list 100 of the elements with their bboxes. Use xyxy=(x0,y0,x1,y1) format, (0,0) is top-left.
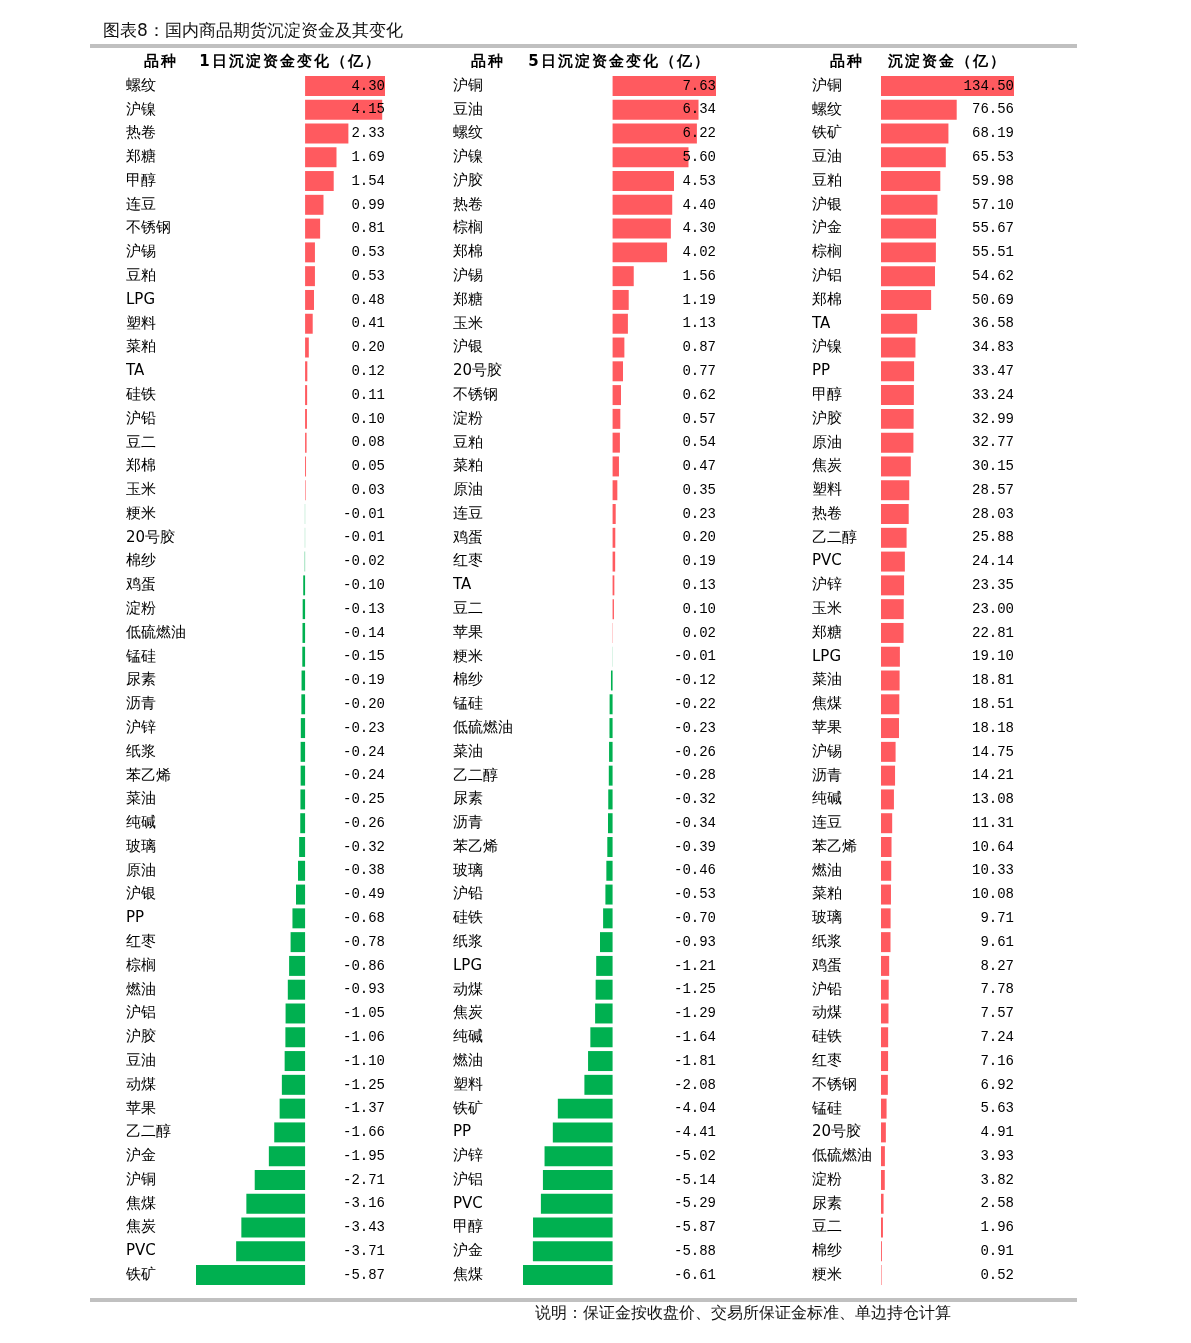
bar xyxy=(254,1169,306,1190)
bar xyxy=(285,1003,306,1024)
data-label: 4.30 xyxy=(682,220,716,237)
data-label: -0.02 xyxy=(342,553,385,570)
data-label: 0.52 xyxy=(980,1266,1014,1283)
data-label: -5.87 xyxy=(673,1219,716,1236)
y-tick-label: 菜粕 xyxy=(453,456,483,475)
y-tick-label: 动煤 xyxy=(812,1003,842,1022)
y-tick-label: 沪锡 xyxy=(126,242,156,261)
bar xyxy=(881,622,904,643)
bar xyxy=(612,432,620,453)
text: 说明：保证金按收盘价、交易所保证金标准、单边持仓计算 xyxy=(535,1303,951,1324)
data-label: 0.03 xyxy=(351,481,385,498)
bar xyxy=(609,694,613,715)
bar xyxy=(881,242,936,263)
y-tick-label: 甲醇 xyxy=(453,1217,483,1236)
bar xyxy=(523,1265,613,1286)
data-label: -0.32 xyxy=(673,791,716,808)
y-tick-label: 尿素 xyxy=(126,670,156,689)
bar xyxy=(300,765,306,786)
data-label: -1.81 xyxy=(673,1052,716,1069)
bar xyxy=(590,1027,613,1048)
y-tick-label: 沪胶 xyxy=(453,170,483,189)
bar xyxy=(305,123,349,144)
y-tick-label: 鸡蛋 xyxy=(125,575,156,594)
bar xyxy=(544,1146,613,1167)
data-label: -1.10 xyxy=(342,1052,385,1069)
bar xyxy=(881,860,892,881)
y-tick-label: 沪金 xyxy=(126,1146,156,1165)
y-tick-label: 沪银 xyxy=(812,194,842,213)
data-label: 4.91 xyxy=(980,1124,1014,1141)
data-label: 28.57 xyxy=(971,481,1014,498)
y-tick-label: 原油 xyxy=(453,480,483,499)
y-tick-label: 豆油 xyxy=(126,1050,156,1069)
bar xyxy=(305,266,315,287)
bar xyxy=(881,361,915,382)
data-label: 4.40 xyxy=(682,196,716,213)
y-tick-label: 不锈钢 xyxy=(812,1074,857,1093)
bar xyxy=(305,385,308,406)
y-tick-label: 不锈钢 xyxy=(453,384,498,403)
bar xyxy=(881,908,891,929)
data-label: 36.58 xyxy=(971,315,1014,332)
bar xyxy=(287,979,306,1000)
data-label: -4.41 xyxy=(673,1124,716,1141)
bar xyxy=(279,1098,306,1119)
y-tick-label: 铁矿 xyxy=(452,1098,483,1117)
y-tick-label: 硅铁 xyxy=(811,1027,842,1046)
y-tick-label: 郑糖 xyxy=(126,147,156,166)
y-tick-label: 尿素 xyxy=(453,789,483,808)
y-tick-label: PVC xyxy=(453,1193,483,1212)
data-label: 0.23 xyxy=(682,505,716,522)
y-axis-title: 品种 xyxy=(471,51,505,70)
data-label: -0.24 xyxy=(342,767,385,784)
y-tick-label: 低硫燃油 xyxy=(126,622,186,641)
bar xyxy=(881,1051,889,1072)
data-label: 23.00 xyxy=(971,600,1014,617)
y-tick-label: 铁矿 xyxy=(125,1265,156,1283)
bar xyxy=(881,884,891,905)
bar xyxy=(881,1122,886,1143)
y-tick-label: 尿素 xyxy=(812,1193,842,1212)
data-label: -0.01 xyxy=(342,505,385,522)
bar xyxy=(881,599,904,620)
bar xyxy=(612,266,634,287)
data-label: 0.48 xyxy=(351,291,385,308)
y-tick-label: 甲醇 xyxy=(126,170,156,189)
y-tick-label: 焦炭 xyxy=(126,1217,156,1236)
y-tick-label: 棉纱 xyxy=(453,670,483,689)
data-label: 4.02 xyxy=(682,244,716,261)
data-label: 0.10 xyxy=(351,410,385,427)
y-tick-label: 红枣 xyxy=(812,1050,842,1069)
bar xyxy=(588,1051,613,1072)
y-tick-label: 沪锌 xyxy=(453,1146,483,1165)
y-tick-label: 原油 xyxy=(126,860,156,879)
bar xyxy=(612,194,673,215)
bar xyxy=(299,837,306,857)
data-label: 54.62 xyxy=(971,267,1014,284)
bar xyxy=(881,932,891,953)
data-label: -0.70 xyxy=(673,910,716,927)
data-label: 0.62 xyxy=(682,386,716,403)
y-tick-label: 纸浆 xyxy=(126,741,156,760)
y-tick-label: 焦炭 xyxy=(812,456,842,475)
bar xyxy=(881,313,918,334)
bar xyxy=(881,218,937,239)
bar xyxy=(302,646,306,667)
y-tick-label: 沪铜 xyxy=(812,75,842,94)
data-label: 7.57 xyxy=(980,1005,1014,1022)
bar xyxy=(295,884,306,905)
data-label: -5.88 xyxy=(673,1243,716,1260)
data-label: 3.82 xyxy=(980,1171,1014,1188)
data-label: 1.69 xyxy=(351,148,385,165)
bar xyxy=(274,1122,306,1143)
bar xyxy=(542,1169,613,1190)
data-label: 1.96 xyxy=(980,1219,1014,1236)
data-label: 134.50 xyxy=(963,77,1014,94)
y-tick-label: 焦煤 xyxy=(126,1193,156,1212)
y-tick-label: 沪铜 xyxy=(453,75,483,94)
y-tick-label: 锰硅 xyxy=(452,694,483,713)
data-label: 1.56 xyxy=(682,267,716,284)
y-tick-label: 苹果 xyxy=(126,1098,156,1117)
bar xyxy=(881,1027,889,1048)
